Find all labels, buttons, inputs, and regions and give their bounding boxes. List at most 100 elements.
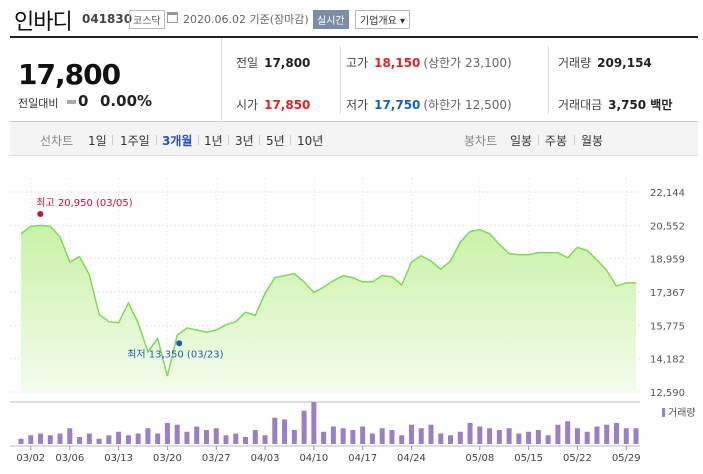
low-marker (176, 340, 183, 347)
volume-bar (516, 433, 522, 444)
volume-bar (155, 433, 161, 444)
volume-bar (457, 431, 463, 444)
volume-bar (164, 423, 170, 444)
price-line (20, 224, 636, 377)
low-label: 저가 (346, 98, 369, 112)
current-price-box: 17,800 전일대비 0 0.00% (10, 38, 222, 122)
prev-close: 전일 17,800 (236, 54, 310, 71)
y-tick-label: 12,590 (650, 388, 685, 399)
divider (548, 46, 549, 114)
x-tick-label: 05/22 (563, 453, 592, 464)
market-badge: 코스닥 (129, 10, 165, 29)
volume-bar (369, 433, 375, 444)
x-tick-label: 03/13 (104, 453, 133, 464)
volume-bar (38, 433, 44, 444)
volume-bar (633, 428, 639, 444)
volume-bar (77, 437, 83, 444)
volume-bar (125, 435, 131, 444)
volume-bar (203, 430, 209, 444)
base-date: 2020.06.02 기준(장마감) (183, 13, 309, 26)
y-tick-label: 14,182 (650, 355, 685, 366)
volume-bar (145, 428, 151, 444)
volume-bar (418, 428, 424, 444)
volume-bar (213, 428, 219, 444)
high-price: 고가 18,150 (상한가 23,100) (346, 54, 512, 71)
volume-bar (96, 438, 102, 444)
x-tick-label: 03/20 (153, 453, 182, 464)
volume-bar (252, 430, 258, 444)
volume-value: 209,154 (597, 56, 652, 70)
volume-bar (526, 431, 532, 444)
period-10y[interactable]: 10년 (297, 134, 324, 148)
x-tick-label: 05/29 (612, 453, 641, 464)
realtime-button[interactable]: 실시간 (313, 10, 349, 29)
period-1w[interactable]: 1주일 (120, 134, 150, 148)
change-value: 0 (78, 92, 89, 110)
divider (340, 46, 341, 114)
volume-bar (135, 433, 141, 444)
volume-bar (477, 426, 483, 444)
period-1y[interactable]: 1년 (204, 134, 223, 148)
y-tick-label: 22,144 (650, 188, 685, 199)
volume-bar (106, 435, 112, 444)
company-info-button[interactable]: 기업개요 ▾ (355, 10, 410, 29)
volume-bar (243, 437, 249, 444)
volume-bar (584, 431, 590, 444)
chart-annotations: 최고 20,950 (03/05) 최저 13,350 (03/23) (36, 197, 223, 360)
candle-daily[interactable]: 일봉 (510, 134, 533, 148)
open-label: 시가 (236, 98, 259, 112)
volume-bar (399, 435, 405, 444)
period-1d[interactable]: 1일 (88, 134, 107, 148)
volume-bar (272, 417, 278, 444)
prev-close-value: 17,800 (264, 56, 311, 70)
line-chart-label: 선차트 (40, 134, 74, 148)
y-tick-label: 20,552 (650, 221, 685, 232)
candle-monthly[interactable]: 월봉 (581, 134, 604, 148)
volume-bar (223, 435, 229, 444)
volume-bar (613, 423, 619, 444)
y-tick-label: 17,367 (650, 288, 685, 299)
stock-code: 041830 (82, 12, 133, 26)
volume-bar (545, 435, 551, 444)
volume: 거래량 209,154 (558, 54, 652, 71)
candle-chart-label: 봉차트 (464, 134, 498, 148)
calendar-icon (167, 12, 178, 23)
volume-bar (57, 433, 63, 444)
high-marker (37, 211, 44, 217)
open-price: 시가 17,850 (236, 96, 310, 113)
x-axis-labels: 03/02 03/06 03/13 03/20 03/27 04/03 04/10 04/17… (16, 446, 641, 464)
volume-bar (623, 428, 629, 444)
trade-amount: 거래대금 3,750 백만 (558, 96, 672, 113)
period-3m[interactable]: 3개월 (162, 134, 193, 148)
x-tick-label: 03/27 (202, 453, 231, 464)
change-label: 전일대비 (18, 97, 59, 110)
open-value: 17,850 (264, 98, 311, 112)
candle-weekly[interactable]: 주봉 (545, 134, 568, 148)
amount-label: 거래대금 (558, 98, 603, 112)
volume-bar (487, 428, 493, 444)
volume-bar (565, 421, 571, 444)
change-percent: 0.00% (100, 92, 153, 110)
volume-bar (282, 419, 288, 444)
volume-bar (360, 426, 366, 444)
low-price: 저가 17,750 (하한가 12,500) (346, 96, 512, 113)
volume-bar (496, 430, 502, 444)
volume-legend-mark (662, 408, 665, 417)
upper-limit: (상한가 23,100) (423, 56, 512, 70)
volume-bar (194, 426, 200, 444)
volume-bar (301, 410, 307, 444)
volume-bar (174, 424, 180, 444)
volume-bar (574, 428, 580, 444)
prev-close-label: 전일 (236, 56, 259, 70)
price-summary: 17,800 전일대비 0 0.00% 전일 17,800 시가 17,850 고가… (10, 36, 698, 122)
y-tick-label: 18,959 (650, 255, 685, 266)
period-5y[interactable]: 5년 (266, 134, 285, 148)
volume-bar (18, 438, 24, 444)
volume-bar (47, 435, 53, 444)
volume-bar (506, 428, 512, 444)
period-bar: 선차트 1일 1주일 3개월 1년 3년 5년 10년 봉차트 일봉 주봉 월봉 (10, 122, 698, 156)
x-tick-label: 04/24 (397, 453, 426, 464)
price-area (21, 225, 636, 392)
period-3y[interactable]: 3년 (235, 134, 254, 148)
volume-bar (555, 424, 561, 444)
